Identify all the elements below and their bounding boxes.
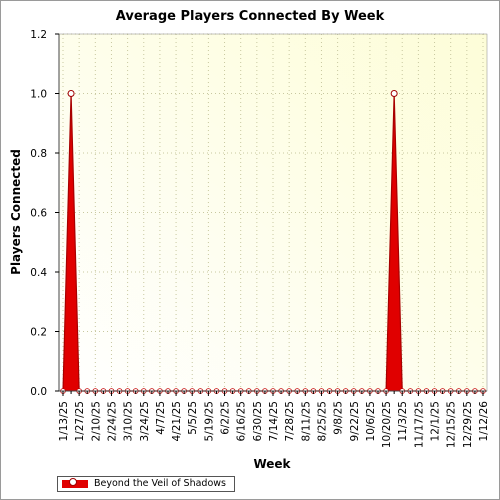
x-tick-label: 7/28/25 (284, 401, 296, 441)
y-tick-label: 0.0 (30, 386, 47, 398)
y-tick-label: 1.2 (30, 29, 47, 41)
x-tick-label: 8/25/25 (316, 401, 328, 441)
data-point (390, 90, 398, 97)
chart-title: Average Players Connected By Week (115, 9, 385, 24)
x-tick-label: 4/21/25 (171, 401, 183, 441)
x-tick-label: 5/19/25 (203, 401, 215, 441)
x-tick-label: 9/22/25 (349, 401, 361, 441)
x-tick-label: 7/14/25 (268, 401, 280, 441)
y-tick-label: 0.6 (30, 208, 47, 220)
x-tick-label: 9/8/25 (333, 401, 345, 435)
y-tick-label: 0.2 (30, 327, 47, 339)
x-tick-label: 1/12/26 (478, 401, 490, 442)
legend-marker (69, 478, 77, 486)
y-tick-label: 1.0 (30, 89, 47, 101)
x-tick-label: 3/10/25 (123, 401, 135, 441)
x-tick-label: 11/3/25 (397, 401, 409, 441)
x-tick-label: 2/10/25 (90, 401, 102, 441)
legend-label: Beyond the Veil of Shadows (94, 478, 226, 489)
x-tick-label: 12/29/25 (462, 401, 474, 448)
x-tick-label: 11/17/25 (413, 401, 425, 448)
x-tick-label: 6/2/25 (220, 401, 232, 435)
x-tick-label: 1/27/25 (74, 401, 86, 441)
x-tick-label: 4/7/25 (155, 401, 167, 435)
x-tick-label: 12/15/25 (446, 401, 458, 448)
x-tick-label: 6/16/25 (236, 401, 248, 441)
x-tick-label: 10/20/25 (381, 401, 393, 448)
legend: Beyond the Veil of Shadows (57, 476, 235, 492)
x-tick-label: 10/6/25 (365, 401, 377, 441)
x-tick-label: 8/11/25 (300, 401, 312, 441)
x-tick-label: 6/30/25 (252, 401, 264, 441)
x-tick-label: 12/1/25 (430, 401, 442, 441)
data-point (67, 90, 75, 97)
x-tick-label: 3/24/25 (139, 401, 151, 441)
x-tick-label: 2/24/25 (106, 401, 118, 441)
y-tick-label: 0.8 (30, 148, 47, 160)
x-tick-label: 5/5/25 (187, 401, 199, 435)
x-tick-label: 1/13/25 (58, 401, 70, 441)
x-axis-label: Week (253, 457, 291, 471)
y-tick-label: 0.4 (30, 267, 47, 279)
